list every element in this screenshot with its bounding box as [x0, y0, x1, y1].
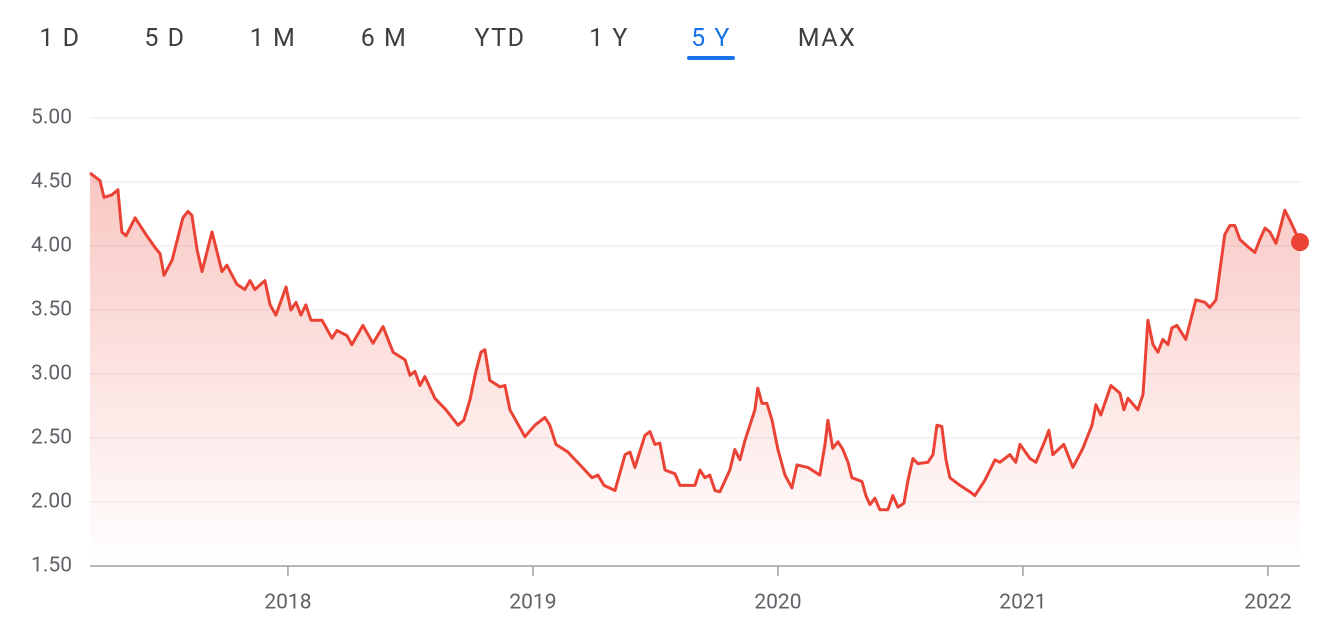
range-tab[interactable]: MAX	[798, 24, 857, 53]
y-tick-label: 3.50	[31, 298, 72, 322]
range-tab[interactable]: 1 D	[39, 24, 80, 53]
range-tab[interactable]: 5 Y	[691, 24, 731, 53]
x-tick-label: 2021	[999, 591, 1046, 615]
y-tick-label: 5.00	[31, 106, 72, 130]
x-tick-label: 2018	[264, 591, 311, 615]
range-tab[interactable]: 1 M	[250, 24, 297, 53]
y-tick-label: 2.00	[31, 490, 72, 514]
range-tab[interactable]: 1 Y	[589, 24, 629, 53]
last-point	[1291, 233, 1309, 252]
range-tab[interactable]: 6 M	[361, 24, 408, 53]
range-tab[interactable]: YTD	[474, 24, 525, 53]
x-tick-label: 2019	[509, 591, 556, 615]
y-tick-label: 4.50	[31, 170, 72, 194]
range-tab[interactable]: 5 D	[144, 24, 185, 53]
x-tick-label: 2020	[754, 591, 801, 615]
y-tick-label: 4.00	[31, 234, 72, 258]
price-line	[89, 171, 1302, 512]
price-area	[90, 173, 1300, 566]
y-tick-label: 1.50	[31, 554, 72, 578]
y-tick-label: 3.00	[31, 362, 72, 386]
selected-tab-underline	[687, 56, 735, 60]
y-tick-label: 2.50	[31, 426, 72, 450]
x-tick-label: 2022	[1244, 591, 1291, 615]
